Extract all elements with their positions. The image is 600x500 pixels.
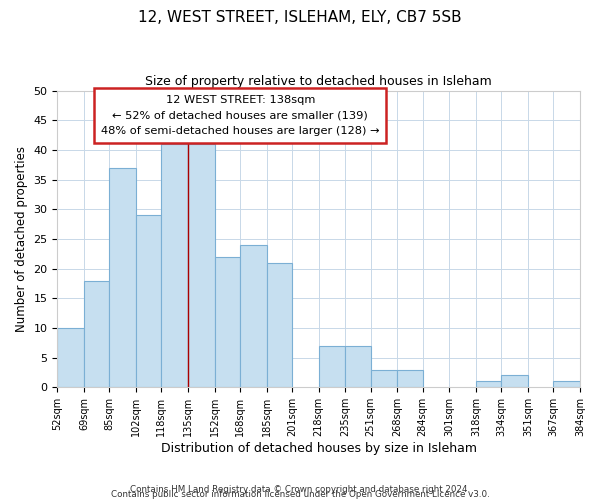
Text: 12, WEST STREET, ISLEHAM, ELY, CB7 5SB: 12, WEST STREET, ISLEHAM, ELY, CB7 5SB [138, 10, 462, 25]
Title: Size of property relative to detached houses in Isleham: Size of property relative to detached ho… [145, 75, 492, 88]
Bar [215, 257, 240, 388]
Bar [109, 168, 136, 388]
Text: Contains HM Land Registry data © Crown copyright and database right 2024.: Contains HM Land Registry data © Crown c… [130, 484, 470, 494]
Bar [501, 376, 528, 388]
Bar [267, 262, 292, 388]
Bar [58, 328, 84, 388]
Text: Contains public sector information licensed under the Open Government Licence v3: Contains public sector information licen… [110, 490, 490, 499]
Y-axis label: Number of detached properties: Number of detached properties [15, 146, 28, 332]
Bar [553, 382, 580, 388]
Bar [371, 370, 397, 388]
Bar [161, 144, 188, 388]
Bar [346, 346, 371, 388]
Bar [136, 215, 161, 388]
X-axis label: Distribution of detached houses by size in Isleham: Distribution of detached houses by size … [161, 442, 477, 455]
Text: 12 WEST STREET: 138sqm
← 52% of detached houses are smaller (139)
48% of semi-de: 12 WEST STREET: 138sqm ← 52% of detached… [101, 95, 380, 136]
Bar [240, 245, 267, 388]
Bar [319, 346, 346, 388]
Bar [476, 382, 501, 388]
Bar [397, 370, 422, 388]
Bar [188, 144, 215, 388]
Bar [84, 280, 109, 388]
